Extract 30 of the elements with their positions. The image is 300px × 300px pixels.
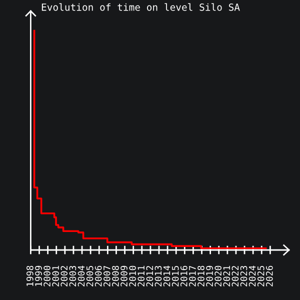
x-tick-label: 2022 (232, 266, 239, 286)
chart-title: Evolution of time on level Silo SA (42, 3, 240, 11)
x-tick-label: 2013 (154, 266, 162, 286)
x-tick-label: 2015 (172, 266, 179, 286)
x-tick-label: 2016 (180, 266, 188, 286)
x-tick-label: 2004 (78, 266, 85, 286)
x-tick-label: 2018 (198, 266, 204, 286)
x-tick-label: 2007 (103, 266, 110, 286)
x-tick-label: 2019 (206, 266, 213, 286)
x-tick-label: 1998 (26, 266, 34, 286)
x-tick-label: 2026 (266, 266, 273, 286)
x-tick-label: 2017 (189, 266, 196, 286)
x-tick-label: 2009 (120, 266, 128, 286)
x-tick-label: 2014 (163, 266, 170, 286)
x-tick-label: 1999 (35, 266, 42, 286)
x-tick-label: 2012 (146, 266, 154, 286)
x-tick-label: 2010 (129, 266, 136, 286)
x-tick-label: 2002 (60, 266, 68, 286)
x-tick-label: 2020 (214, 266, 222, 286)
x-tick-label: 2021 (223, 266, 230, 286)
x-tick-label: 2008 (112, 266, 119, 286)
x-tick-label: 2025 (257, 266, 264, 286)
x-tick-label: 2023 (240, 266, 248, 286)
x-tick-label: 2005 (86, 266, 94, 286)
x-tick-label: 2003 (69, 266, 76, 286)
x-tick-label: 2001 (52, 266, 59, 286)
x-tick-label: 2011 (138, 266, 145, 286)
x-tick-label: 2024 (248, 266, 256, 286)
x-tick-label: 2000 (44, 266, 50, 286)
x-tick-label: 2006 (94, 266, 102, 286)
